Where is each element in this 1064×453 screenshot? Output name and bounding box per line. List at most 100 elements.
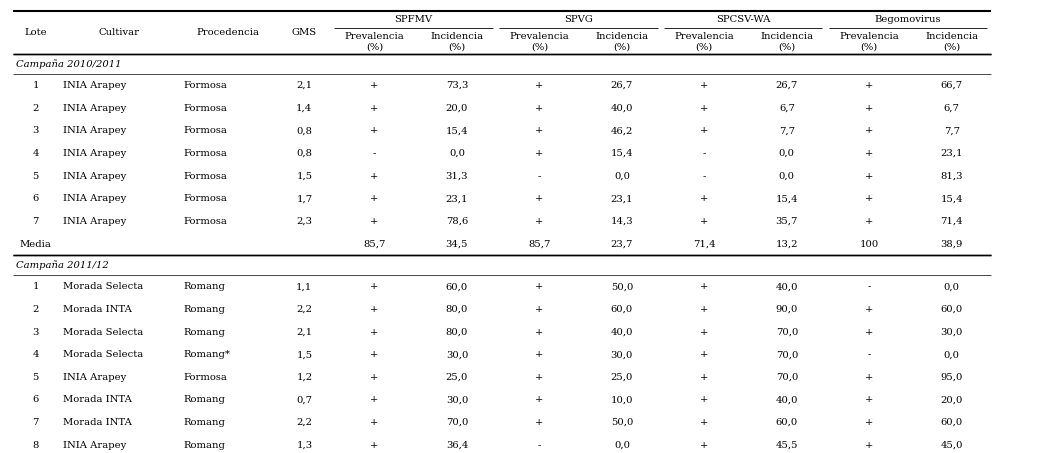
Text: 60,0: 60,0 [776,418,798,427]
Text: 15,4: 15,4 [941,194,963,203]
Text: Prevalencia: Prevalencia [675,32,734,41]
Text: 14,3: 14,3 [611,217,633,226]
Text: 46,2: 46,2 [611,126,633,135]
Text: 13,2: 13,2 [776,240,798,249]
Text: Campaña 2010/2011: Campaña 2010/2011 [16,59,121,69]
Text: 40,0: 40,0 [611,328,633,337]
Text: 26,7: 26,7 [611,81,633,90]
Text: +: + [370,350,379,359]
Text: +: + [700,350,709,359]
Text: 23,1: 23,1 [941,149,963,158]
Text: Morada INTA: Morada INTA [63,418,132,427]
Text: SPCSV-WA: SPCSV-WA [716,15,770,24]
Text: +: + [370,441,379,450]
Text: 0,0: 0,0 [614,441,630,450]
Text: 36,4: 36,4 [446,441,468,450]
Text: 50,0: 50,0 [611,418,633,427]
Text: Romang: Romang [183,395,225,405]
Text: +: + [370,395,379,405]
Text: 0,0: 0,0 [779,149,795,158]
Text: 6,7: 6,7 [944,104,960,113]
Text: +: + [535,104,544,113]
Text: 73,3: 73,3 [446,81,468,90]
Text: 25,0: 25,0 [446,373,468,382]
Text: 2,1: 2,1 [296,328,313,337]
Text: Procedencia: Procedencia [197,29,260,37]
Text: 23,7: 23,7 [611,240,633,249]
Text: +: + [865,194,874,203]
Text: Campaña 2011/12: Campaña 2011/12 [16,260,109,270]
Text: INIA Arapey: INIA Arapey [63,441,126,450]
Text: +: + [535,305,544,314]
Text: 1: 1 [32,282,39,291]
Text: 4: 4 [32,350,39,359]
Text: 45,0: 45,0 [941,441,963,450]
Text: (%): (%) [531,43,548,51]
Text: +: + [865,395,874,405]
Text: 30,0: 30,0 [446,350,468,359]
Text: Incidencia: Incidencia [761,32,813,41]
Text: -: - [537,441,542,450]
Text: +: + [700,104,709,113]
Text: 2,2: 2,2 [296,305,313,314]
Text: Cultivar: Cultivar [98,29,139,37]
Text: +: + [370,126,379,135]
Text: -: - [372,149,377,158]
Text: +: + [700,418,709,427]
Text: +: + [535,395,544,405]
Text: Formosa: Formosa [183,81,227,90]
Text: 95,0: 95,0 [941,373,963,382]
Text: Formosa: Formosa [183,126,227,135]
Text: 0,0: 0,0 [944,350,960,359]
Text: +: + [865,373,874,382]
Text: +: + [370,217,379,226]
Text: +: + [370,172,379,181]
Text: +: + [700,282,709,291]
Text: 2: 2 [33,305,38,314]
Text: 26,7: 26,7 [776,81,798,90]
Text: +: + [700,217,709,226]
Text: +: + [370,305,379,314]
Text: Prevalencia: Prevalencia [839,32,899,41]
Text: 70,0: 70,0 [776,328,798,337]
Text: -: - [702,172,706,181]
Text: +: + [700,126,709,135]
Text: 60,0: 60,0 [941,305,963,314]
Text: +: + [865,149,874,158]
Text: +: + [370,418,379,427]
Text: +: + [865,217,874,226]
Text: 90,0: 90,0 [776,305,798,314]
Text: INIA Arapey: INIA Arapey [63,81,126,90]
Text: 1,5: 1,5 [296,350,313,359]
Text: 7: 7 [33,217,38,226]
Text: Prevalencia: Prevalencia [345,32,404,41]
Text: Formosa: Formosa [183,172,227,181]
Text: Morada Selecta: Morada Selecta [63,350,143,359]
Text: 15,4: 15,4 [611,149,633,158]
Text: 34,5: 34,5 [446,240,468,249]
Text: 7,7: 7,7 [779,126,795,135]
Text: Morada INTA: Morada INTA [63,305,132,314]
Text: 45,5: 45,5 [776,441,798,450]
Text: 6: 6 [33,395,38,405]
Text: Formosa: Formosa [183,149,227,158]
Text: Formosa: Formosa [183,104,227,113]
Text: +: + [370,104,379,113]
Text: 31,3: 31,3 [446,172,468,181]
Text: INIA Arapey: INIA Arapey [63,217,126,226]
Text: +: + [865,81,874,90]
Text: 38,9: 38,9 [941,240,963,249]
Text: 60,0: 60,0 [941,418,963,427]
Text: 80,0: 80,0 [446,328,468,337]
Text: Formosa: Formosa [183,194,227,203]
Text: 50,0: 50,0 [611,282,633,291]
Text: 1: 1 [32,81,39,90]
Text: Morada Selecta: Morada Selecta [63,328,143,337]
Text: +: + [700,194,709,203]
Text: 10,0: 10,0 [611,395,633,405]
Text: SPFMV: SPFMV [395,15,432,24]
Text: 71,4: 71,4 [693,240,716,249]
Text: 60,0: 60,0 [611,305,633,314]
Text: INIA Arapey: INIA Arapey [63,373,126,382]
Text: 100: 100 [860,240,879,249]
